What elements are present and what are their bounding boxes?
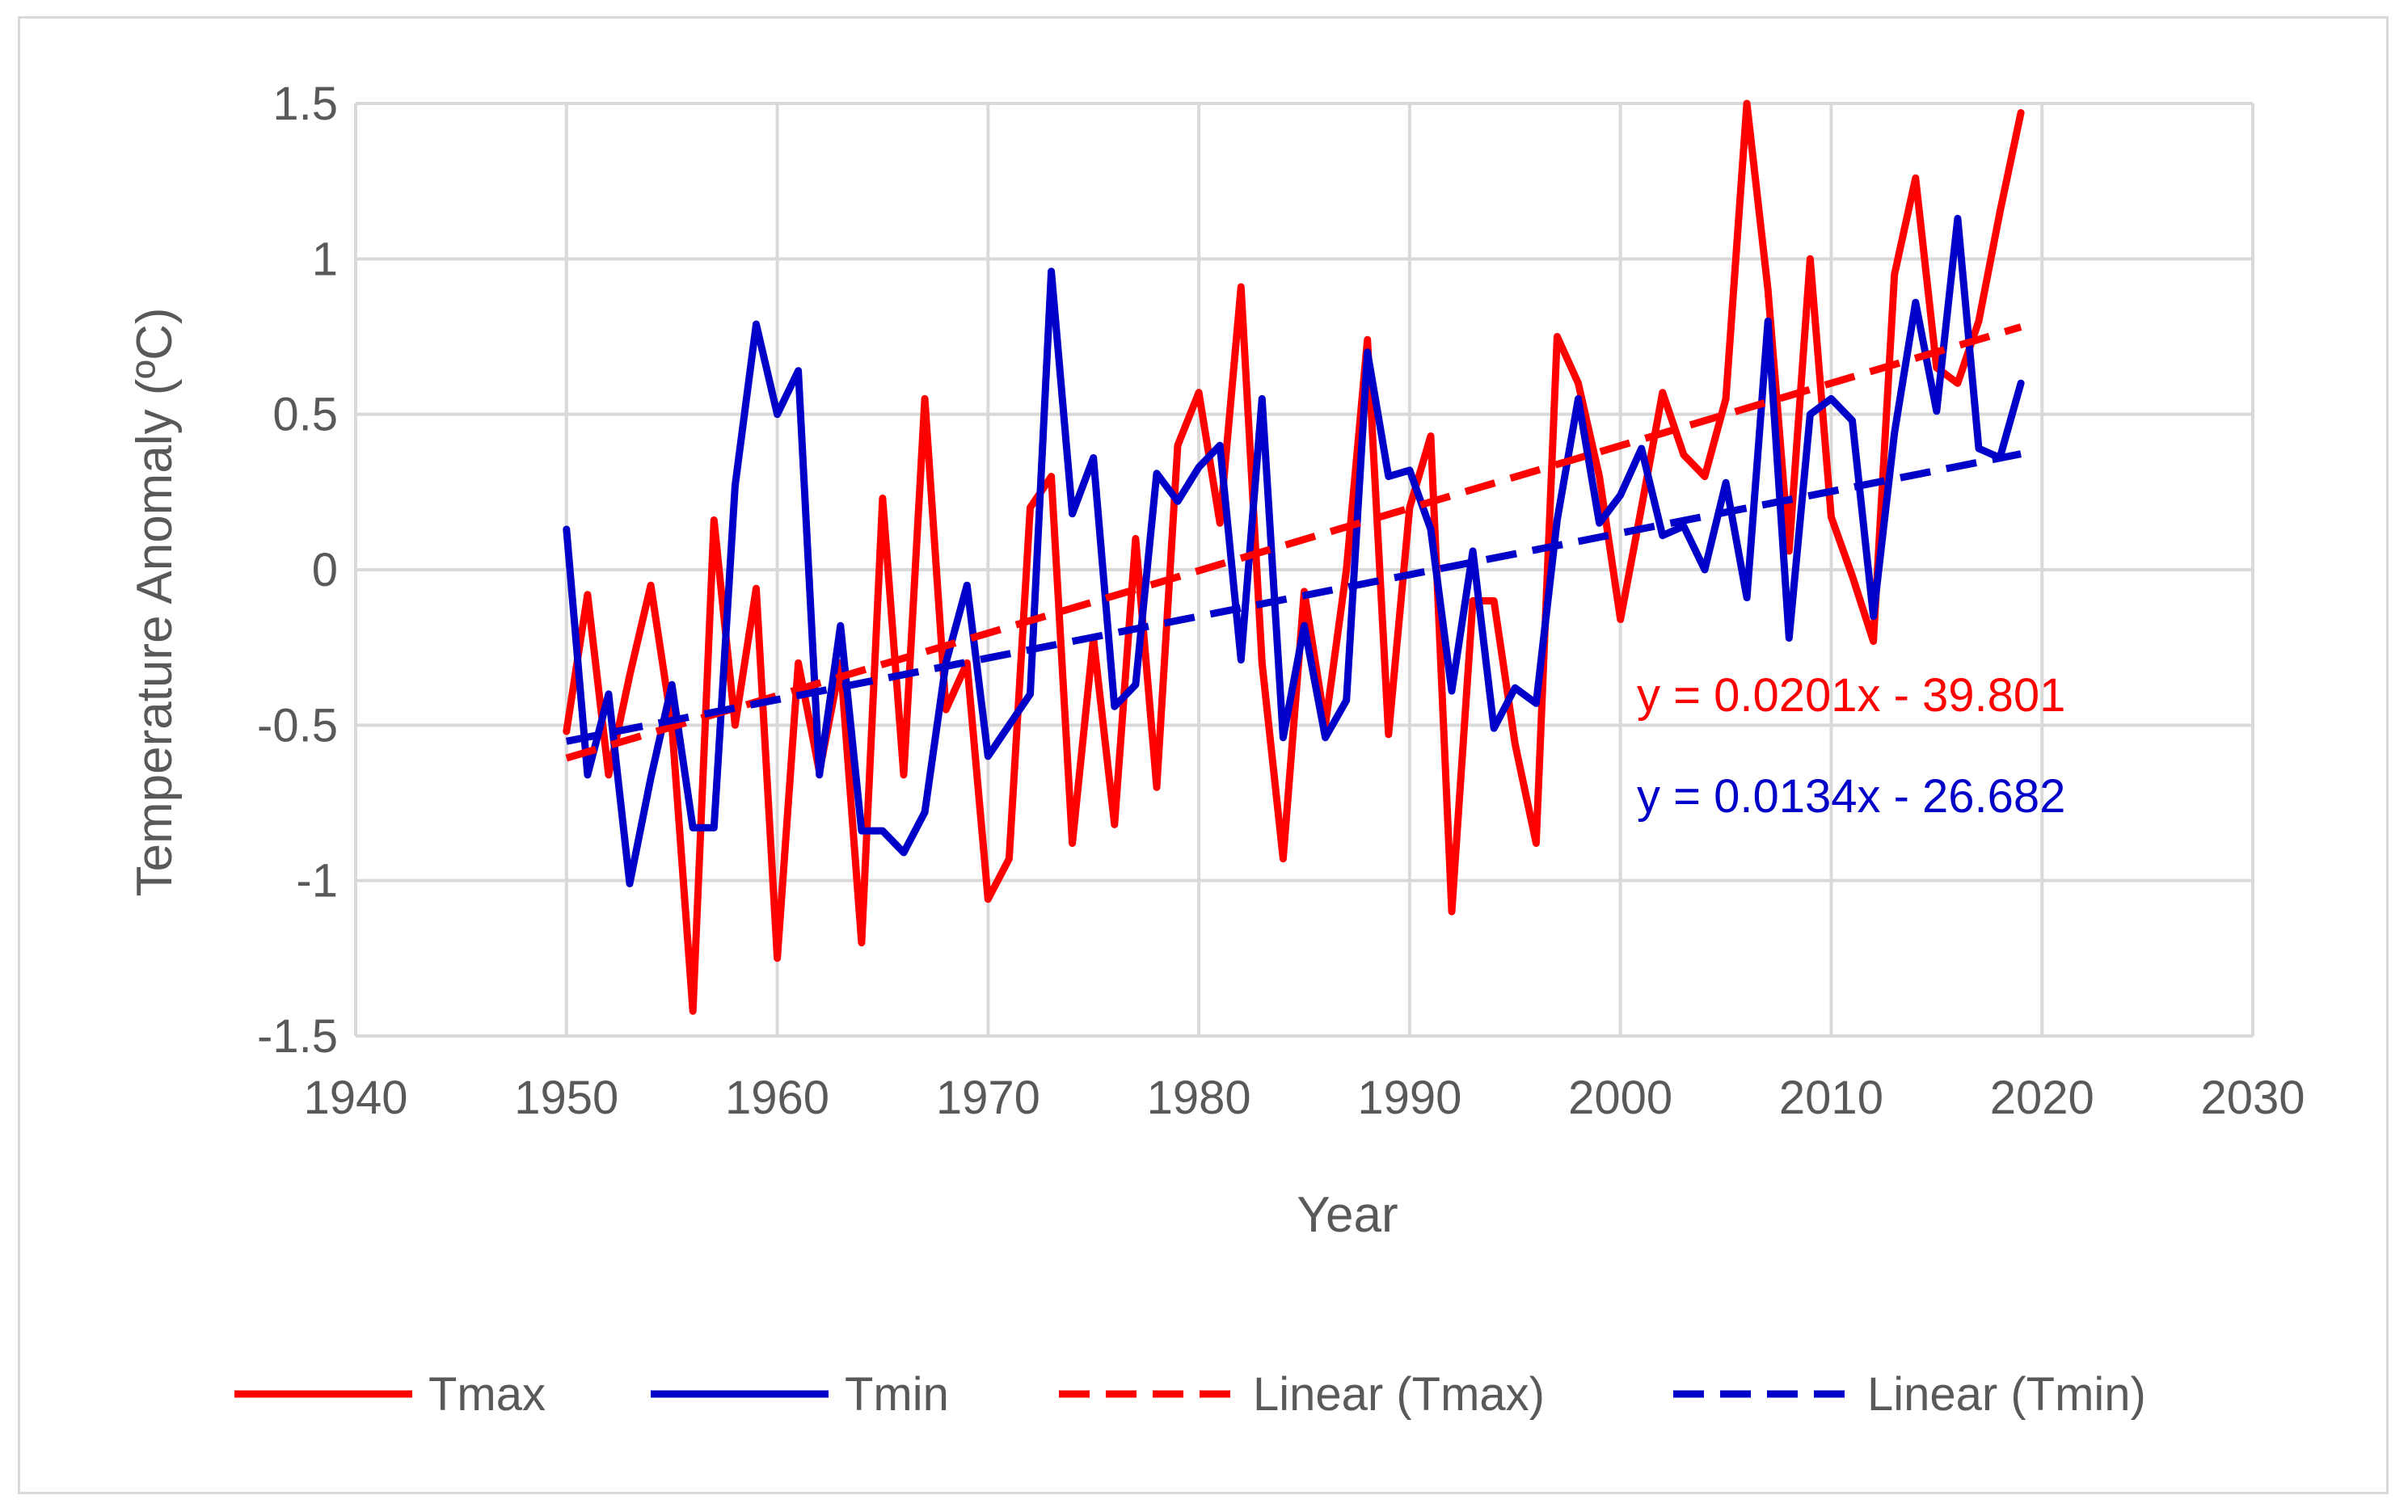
y-tick-label: 0	[312, 544, 338, 596]
trendline-equation-tmin: y = 0.0134x - 26.682	[1637, 770, 2065, 823]
y-tick-label: 1.5	[272, 78, 338, 130]
x-tick-label: 1970	[936, 1072, 1040, 1124]
y-axis-title: Temperature Anomaly (ºC)	[127, 307, 183, 896]
x-tick-label: 2000	[1568, 1072, 1672, 1124]
legend: Tmax Tmin Linear (Tmax) Linear (Tmin)	[234, 1368, 2146, 1421]
x-tick-label: 1960	[725, 1072, 829, 1124]
series-line-linear-tmax	[565, 323, 2022, 762]
x-tick-label: 1980	[1147, 1072, 1251, 1124]
series-line-linear-tmin	[565, 450, 2022, 745]
x-tick-label: 2020	[1990, 1072, 2094, 1124]
y-tick-label: 0.5	[272, 389, 338, 441]
legend-label-linear-tmin: Linear (Tmin)	[1867, 1368, 2146, 1421]
y-tick-label: -1	[296, 855, 338, 908]
y-tick-label: 1	[312, 233, 338, 285]
legend-label-linear-tmax: Linear (Tmax)	[1253, 1368, 1545, 1421]
x-axis-title: Year	[1297, 1187, 1398, 1243]
series-lines	[563, 99, 2025, 1015]
x-tick-label: 1950	[514, 1072, 618, 1124]
legend-label-tmax: Tmax	[428, 1368, 546, 1421]
x-tick-label: 2010	[1779, 1072, 1883, 1124]
x-tick-label: 2030	[2200, 1072, 2305, 1124]
series-line-tmin	[563, 214, 2025, 887]
y-tick-labels: 1.5 1 0.5 0 -0.5 -1 -1.5	[257, 78, 338, 1063]
gridlines	[354, 102, 2254, 1038]
x-tick-labels: 1940 1950 1960 1970 1980 1990 2000 2010 2020 2030	[303, 1072, 2305, 1124]
legend-label-tmin: Tmin	[845, 1368, 949, 1421]
trendline-equation-tmax: y = 0.0201x - 39.801	[1637, 669, 2065, 722]
y-tick-label: -0.5	[257, 699, 338, 752]
x-tick-label: 1990	[1357, 1072, 1461, 1124]
series-line-tmax	[563, 99, 2025, 1015]
y-tick-label: -1.5	[257, 1010, 338, 1063]
x-tick-label: 1940	[303, 1072, 407, 1124]
